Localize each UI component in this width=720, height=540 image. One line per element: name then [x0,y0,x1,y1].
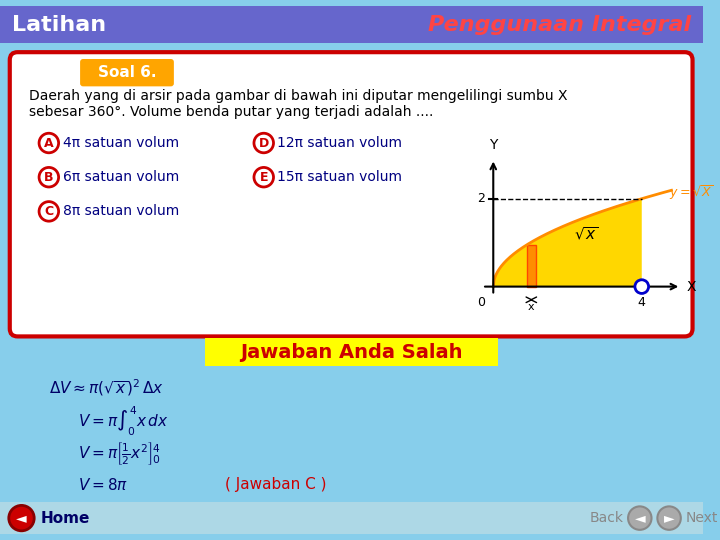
Text: 4: 4 [638,296,646,309]
Text: $\sqrt{x}$: $\sqrt{x}$ [574,225,598,242]
FancyBboxPatch shape [10,52,693,336]
Text: Home: Home [41,511,91,525]
Circle shape [39,167,58,187]
Text: D: D [258,137,269,150]
FancyBboxPatch shape [0,503,703,534]
Text: X: X [686,280,696,294]
Text: B: B [44,171,53,184]
Text: sebesar 360°. Volume benda putar yang terjadi adalah ....: sebesar 360°. Volume benda putar yang te… [30,105,433,119]
Text: 4π satuan volum: 4π satuan volum [63,136,179,150]
Text: Latihan: Latihan [12,15,106,35]
Polygon shape [493,199,642,287]
Text: Penggunaan Integral: Penggunaan Integral [428,15,692,35]
Text: 0: 0 [477,296,485,309]
Circle shape [254,167,274,187]
Circle shape [657,507,681,530]
Polygon shape [527,245,536,287]
Text: Y: Y [489,138,498,152]
FancyBboxPatch shape [469,122,665,307]
Text: $y=\sqrt{X}$: $y=\sqrt{X}$ [669,183,714,202]
Circle shape [635,280,649,293]
Text: 12π satuan volum: 12π satuan volum [277,136,402,150]
Text: Back: Back [589,511,624,525]
Text: $V = \pi\left[\frac{1}{2}x^2\right]_0^4$: $V = \pi\left[\frac{1}{2}x^2\right]_0^4$ [78,440,161,467]
Text: $V = \pi\int_0^4 x\,dx$: $V = \pi\int_0^4 x\,dx$ [78,404,168,438]
FancyBboxPatch shape [205,339,498,366]
Text: ►: ► [664,511,675,525]
Text: Soal 6.: Soal 6. [98,65,156,80]
Text: E: E [259,171,268,184]
Circle shape [39,133,58,153]
Text: $\Delta V \approx \pi(\sqrt{x})^2\,\Delta x$: $\Delta V \approx \pi(\sqrt{x})^2\,\Delt… [49,377,163,397]
FancyBboxPatch shape [4,43,699,342]
Text: C: C [44,205,53,218]
Text: 8π satuan volum: 8π satuan volum [63,205,179,218]
Text: x: x [528,302,535,312]
Circle shape [254,133,274,153]
Circle shape [628,507,652,530]
Text: A: A [44,137,54,150]
FancyBboxPatch shape [80,59,174,86]
Text: Daerah yang di arsir pada gambar di bawah ini diputar mengelilingi sumbu X: Daerah yang di arsir pada gambar di bawa… [30,89,568,103]
Text: 15π satuan volum: 15π satuan volum [277,170,402,184]
Circle shape [39,201,58,221]
Text: ( Jawaban C ): ( Jawaban C ) [225,477,326,492]
FancyBboxPatch shape [0,6,703,43]
Text: ◄: ◄ [16,511,27,525]
Text: Next: Next [685,511,718,525]
Text: Jawaban Anda Salah: Jawaban Anda Salah [240,342,463,362]
Text: 2: 2 [477,192,485,205]
Text: 6π satuan volum: 6π satuan volum [63,170,179,184]
Text: $V = 8\pi$: $V = 8\pi$ [78,477,128,493]
Circle shape [9,505,34,531]
Text: ◄: ◄ [634,511,645,525]
